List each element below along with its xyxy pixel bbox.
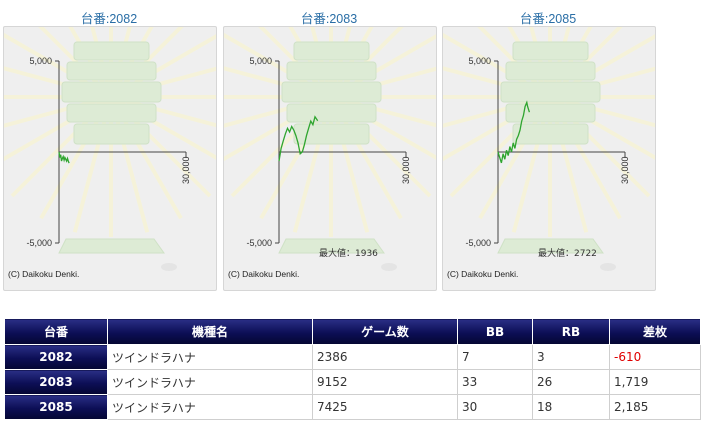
background-machine-tier: [500, 81, 601, 103]
slump-graph: 5,000 -5,000 30,000 (C) Daikoku Denki.: [4, 27, 216, 279]
slump-series-line: [278, 115, 319, 162]
rb-count: 18: [532, 394, 610, 420]
copyright-text: (C) Daikoku Denki.: [8, 269, 79, 279]
bb-count: 33: [457, 369, 533, 395]
background-machine-tier: [293, 41, 370, 61]
results-table: 台番 機種名 ゲーム数 BB RB 差枚 2082 ツインドラハナ 2386 7…: [4, 318, 701, 420]
table-row[interactable]: 2082 ツインドラハナ 2386 7 3 -610: [4, 344, 701, 370]
background-ray: [4, 95, 112, 128]
background-machine-tier: [512, 123, 589, 145]
background-machine-tier: [505, 103, 596, 123]
y-axis-min-label: -5,000: [26, 238, 52, 248]
graph-panel-2083: 台番:2083 5,000 -5,000 30,000 最大値：1936 (C) Dai…: [223, 0, 437, 292]
machine-number-link[interactable]: 2082: [4, 344, 108, 370]
header-model-name: 機種名: [107, 318, 313, 345]
game-count: 7425: [312, 394, 458, 420]
background-machine-tier: [73, 41, 150, 61]
graph-box: 5,000 -5,000 30,000 最大値：2722 (C) Daikoku Den…: [442, 26, 656, 291]
background-ray: [110, 95, 216, 128]
diff-value: 2,185: [609, 394, 701, 420]
background-coin: [600, 263, 616, 271]
slump-graph: 5,000 -5,000 30,000 最大値：1936 (C) Daikoku Den…: [224, 27, 436, 279]
background-coin: [161, 263, 177, 271]
model-name: ツインドラハナ: [107, 394, 313, 420]
header-game-count: ゲーム数: [312, 318, 458, 345]
background-coin: [381, 263, 397, 271]
rb-count: 26: [532, 369, 610, 395]
model-name: ツインドラハナ: [107, 344, 313, 370]
diff-value: 1,719: [609, 369, 701, 395]
background-machine-tier: [281, 81, 382, 103]
y-axis-max-label: 5,000: [29, 56, 52, 66]
bb-count: 7: [457, 344, 533, 370]
background-tray: [58, 238, 165, 254]
background-ray: [477, 27, 552, 99]
background-tray: [278, 238, 385, 254]
x-axis-max-label: 30,000: [181, 156, 191, 184]
graph-panel-2082: 台番:2082 5,000 -5,000 30,000 (C) Daikoku Den…: [3, 0, 217, 292]
background-ray: [549, 95, 655, 128]
slump-series-line: [497, 100, 531, 164]
model-name: ツインドラハナ: [107, 369, 313, 395]
graph-title: 台番:2085: [519, 12, 577, 26]
background-machine-tier: [73, 123, 150, 145]
machine-background-art: [224, 27, 436, 271]
background-machine-tier: [293, 123, 370, 145]
y-axis-max-label: 5,000: [468, 56, 491, 66]
machine-number-link[interactable]: 2083: [4, 369, 108, 395]
slump-series-line: [58, 151, 70, 164]
machine-background-art: [443, 27, 655, 271]
copyright-text: (C) Daikoku Denki.: [228, 269, 299, 279]
background-ray: [258, 27, 333, 99]
machine-number-link[interactable]: 2085: [4, 394, 108, 420]
x-axis-max-label: 30,000: [620, 156, 630, 184]
graph-title: 台番:2082: [80, 12, 138, 26]
table-row[interactable]: 2083 ツインドラハナ 9152 33 26 1,719: [4, 369, 701, 395]
bb-count: 30: [457, 394, 533, 420]
y-axis-min-label: -5,000: [246, 238, 272, 248]
background-machine-tier: [66, 61, 157, 81]
background-machine-tier: [505, 61, 596, 81]
background-machine-tier: [61, 81, 162, 103]
machine-background-art: [4, 27, 216, 271]
background-machine-tier: [286, 61, 377, 81]
graph-panel-2085: 台番:2085 5,000 -5,000 30,000 最大値：2722 (C) Dai…: [442, 0, 656, 292]
background-ray: [224, 95, 332, 128]
graph-box: 5,000 -5,000 30,000 最大値：1936 (C) Daikoku Den…: [223, 26, 437, 291]
background-machine-tier: [66, 103, 157, 123]
background-ray: [548, 27, 623, 99]
background-ray: [109, 27, 184, 99]
y-axis-max-label: 5,000: [249, 56, 272, 66]
background-machine-tier: [512, 41, 589, 61]
graph-title: 台番:2083: [300, 12, 358, 26]
header-diff: 差枚: [609, 318, 701, 345]
y-axis-min-label: -5,000: [465, 238, 491, 248]
background-ray: [330, 95, 436, 128]
table-row[interactable]: 2085 ツインドラハナ 7425 30 18 2,185: [4, 394, 701, 420]
header-bb: BB: [457, 318, 533, 345]
table-header-row: 台番 機種名 ゲーム数 BB RB 差枚: [4, 318, 701, 345]
copyright-text: (C) Daikoku Denki.: [447, 269, 518, 279]
background-tray: [497, 238, 604, 254]
max-value-label: 最大値：2722: [538, 247, 597, 259]
game-count: 2386: [312, 344, 458, 370]
slump-graph: 5,000 -5,000 30,000 最大値：2722 (C) Daikoku Den…: [443, 27, 655, 279]
max-value-label: 最大値：1936: [319, 247, 378, 259]
background-machine-tier: [286, 103, 377, 123]
graph-box: 5,000 -5,000 30,000 (C) Daikoku Denki.: [3, 26, 217, 291]
x-axis-max-label: 30,000: [401, 156, 411, 184]
background-ray: [329, 27, 404, 99]
header-rb: RB: [532, 318, 610, 345]
background-ray: [38, 27, 113, 99]
game-count: 9152: [312, 369, 458, 395]
diff-value: -610: [609, 344, 701, 370]
header-machine-number: 台番: [4, 318, 108, 345]
rb-count: 3: [532, 344, 610, 370]
